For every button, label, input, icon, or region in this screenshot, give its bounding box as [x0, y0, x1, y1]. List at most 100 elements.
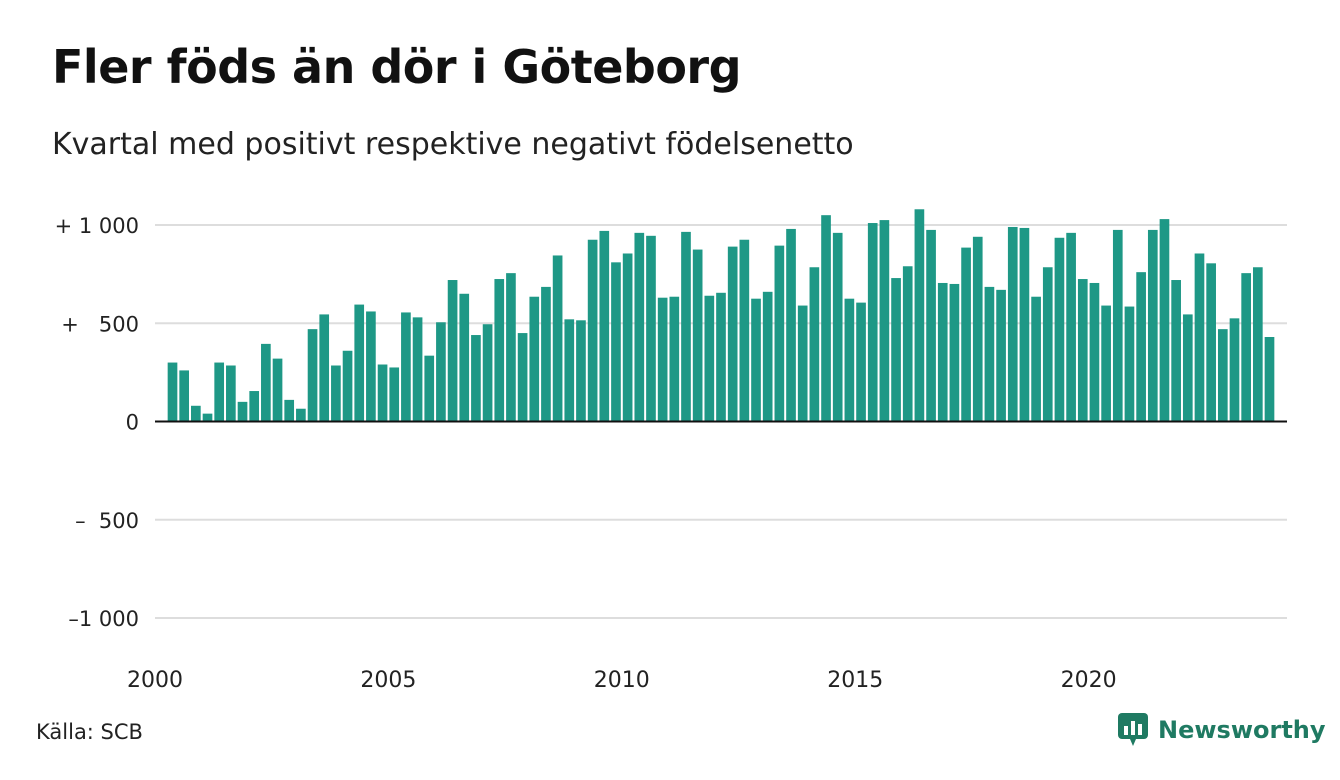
bar-chart: + 1 000 + 500 0 – 500 –1 000 2000 2005 2010 201… — [55, 209, 1287, 693]
bar — [401, 312, 411, 422]
bar — [751, 298, 761, 422]
bar — [669, 296, 680, 422]
chart-subtitle: Kvartal med positivt respektive negativt… — [52, 127, 854, 162]
source-note: Källa: SCB — [36, 720, 143, 744]
bar — [1264, 337, 1275, 422]
bar — [611, 262, 621, 422]
x-tick-label: 2005 — [360, 668, 416, 693]
bar — [389, 367, 400, 422]
bar — [1206, 263, 1216, 422]
bar — [529, 296, 540, 422]
y-tick-label: 0 — [126, 411, 139, 435]
bar — [727, 246, 738, 422]
newsworthy-icon — [1118, 713, 1148, 746]
bar — [1124, 306, 1135, 422]
bar — [1042, 267, 1053, 422]
bar — [774, 245, 785, 422]
bar — [1241, 273, 1251, 422]
bar — [879, 220, 890, 422]
bar — [937, 282, 948, 422]
bar — [331, 365, 341, 422]
y-tick-label: –1 000 — [68, 607, 139, 631]
bar — [576, 320, 586, 422]
bar — [284, 399, 295, 422]
bar — [587, 239, 598, 422]
bar — [1171, 280, 1181, 422]
bar — [1066, 232, 1076, 422]
bar — [1252, 267, 1263, 422]
y-axis-ticks: + 1 000 + 500 0 – 500 –1 000 — [55, 214, 139, 631]
bar — [902, 266, 913, 422]
bar — [1159, 219, 1170, 422]
bar — [681, 231, 691, 422]
bar — [972, 236, 983, 422]
bar — [1007, 226, 1018, 422]
bar — [716, 292, 726, 422]
y-tick-label: + 500 — [61, 312, 139, 336]
bar — [657, 297, 668, 422]
bar — [961, 247, 971, 422]
bar — [366, 311, 376, 422]
bar — [517, 333, 528, 422]
bar — [646, 235, 656, 422]
x-tick-label: 2015 — [827, 668, 883, 693]
bar — [996, 289, 1006, 422]
bar — [914, 209, 925, 422]
bar — [272, 358, 283, 422]
bar — [436, 322, 446, 422]
x-tick-label: 2020 — [1061, 668, 1117, 693]
y-tick-label: + 1 000 — [55, 214, 139, 238]
bar — [249, 391, 260, 422]
bar — [377, 364, 388, 422]
bar — [809, 267, 820, 422]
bar — [1019, 227, 1030, 422]
bar — [1194, 253, 1205, 422]
bar — [984, 286, 995, 422]
bar — [1054, 237, 1065, 422]
bar — [1229, 318, 1240, 422]
bar — [1147, 229, 1158, 422]
y-tick-label: – 500 — [75, 509, 139, 533]
bar — [191, 405, 201, 422]
brand-name: Newsworthy — [1158, 716, 1326, 744]
bar — [832, 232, 843, 422]
bar — [167, 362, 178, 422]
bar — [214, 362, 225, 422]
bar — [1077, 279, 1088, 422]
bar — [797, 305, 808, 422]
bar — [844, 298, 855, 422]
bar — [1101, 305, 1111, 422]
bar — [319, 314, 330, 422]
bar — [307, 329, 318, 422]
bar — [564, 319, 575, 422]
bar — [1136, 272, 1146, 422]
bar — [354, 304, 365, 422]
bar — [1112, 229, 1123, 422]
chart-title: Fler föds än dör i Göteborg — [52, 40, 742, 94]
x-tick-label: 2010 — [594, 668, 650, 693]
bar — [424, 355, 435, 422]
bar — [1089, 282, 1100, 422]
x-tick-label: 2000 — [127, 668, 183, 693]
bar — [867, 223, 878, 422]
bar — [202, 413, 213, 422]
bar — [296, 408, 306, 422]
bar — [949, 283, 960, 422]
bar — [692, 249, 703, 422]
x-axis-ticks: 2000 2005 2010 2015 2020 — [127, 668, 1117, 693]
bar — [704, 295, 715, 422]
bar — [459, 293, 470, 422]
bar — [762, 291, 773, 422]
bar — [412, 317, 423, 422]
bar — [471, 335, 481, 422]
bar — [634, 232, 645, 422]
bar — [261, 343, 271, 422]
bar — [891, 278, 901, 422]
bar — [856, 302, 866, 422]
bar — [226, 365, 236, 422]
bar — [1217, 329, 1228, 422]
bar — [599, 230, 610, 422]
bar — [821, 215, 831, 422]
bars — [167, 209, 1275, 422]
brand-logo: Newsworthy — [1118, 713, 1326, 747]
